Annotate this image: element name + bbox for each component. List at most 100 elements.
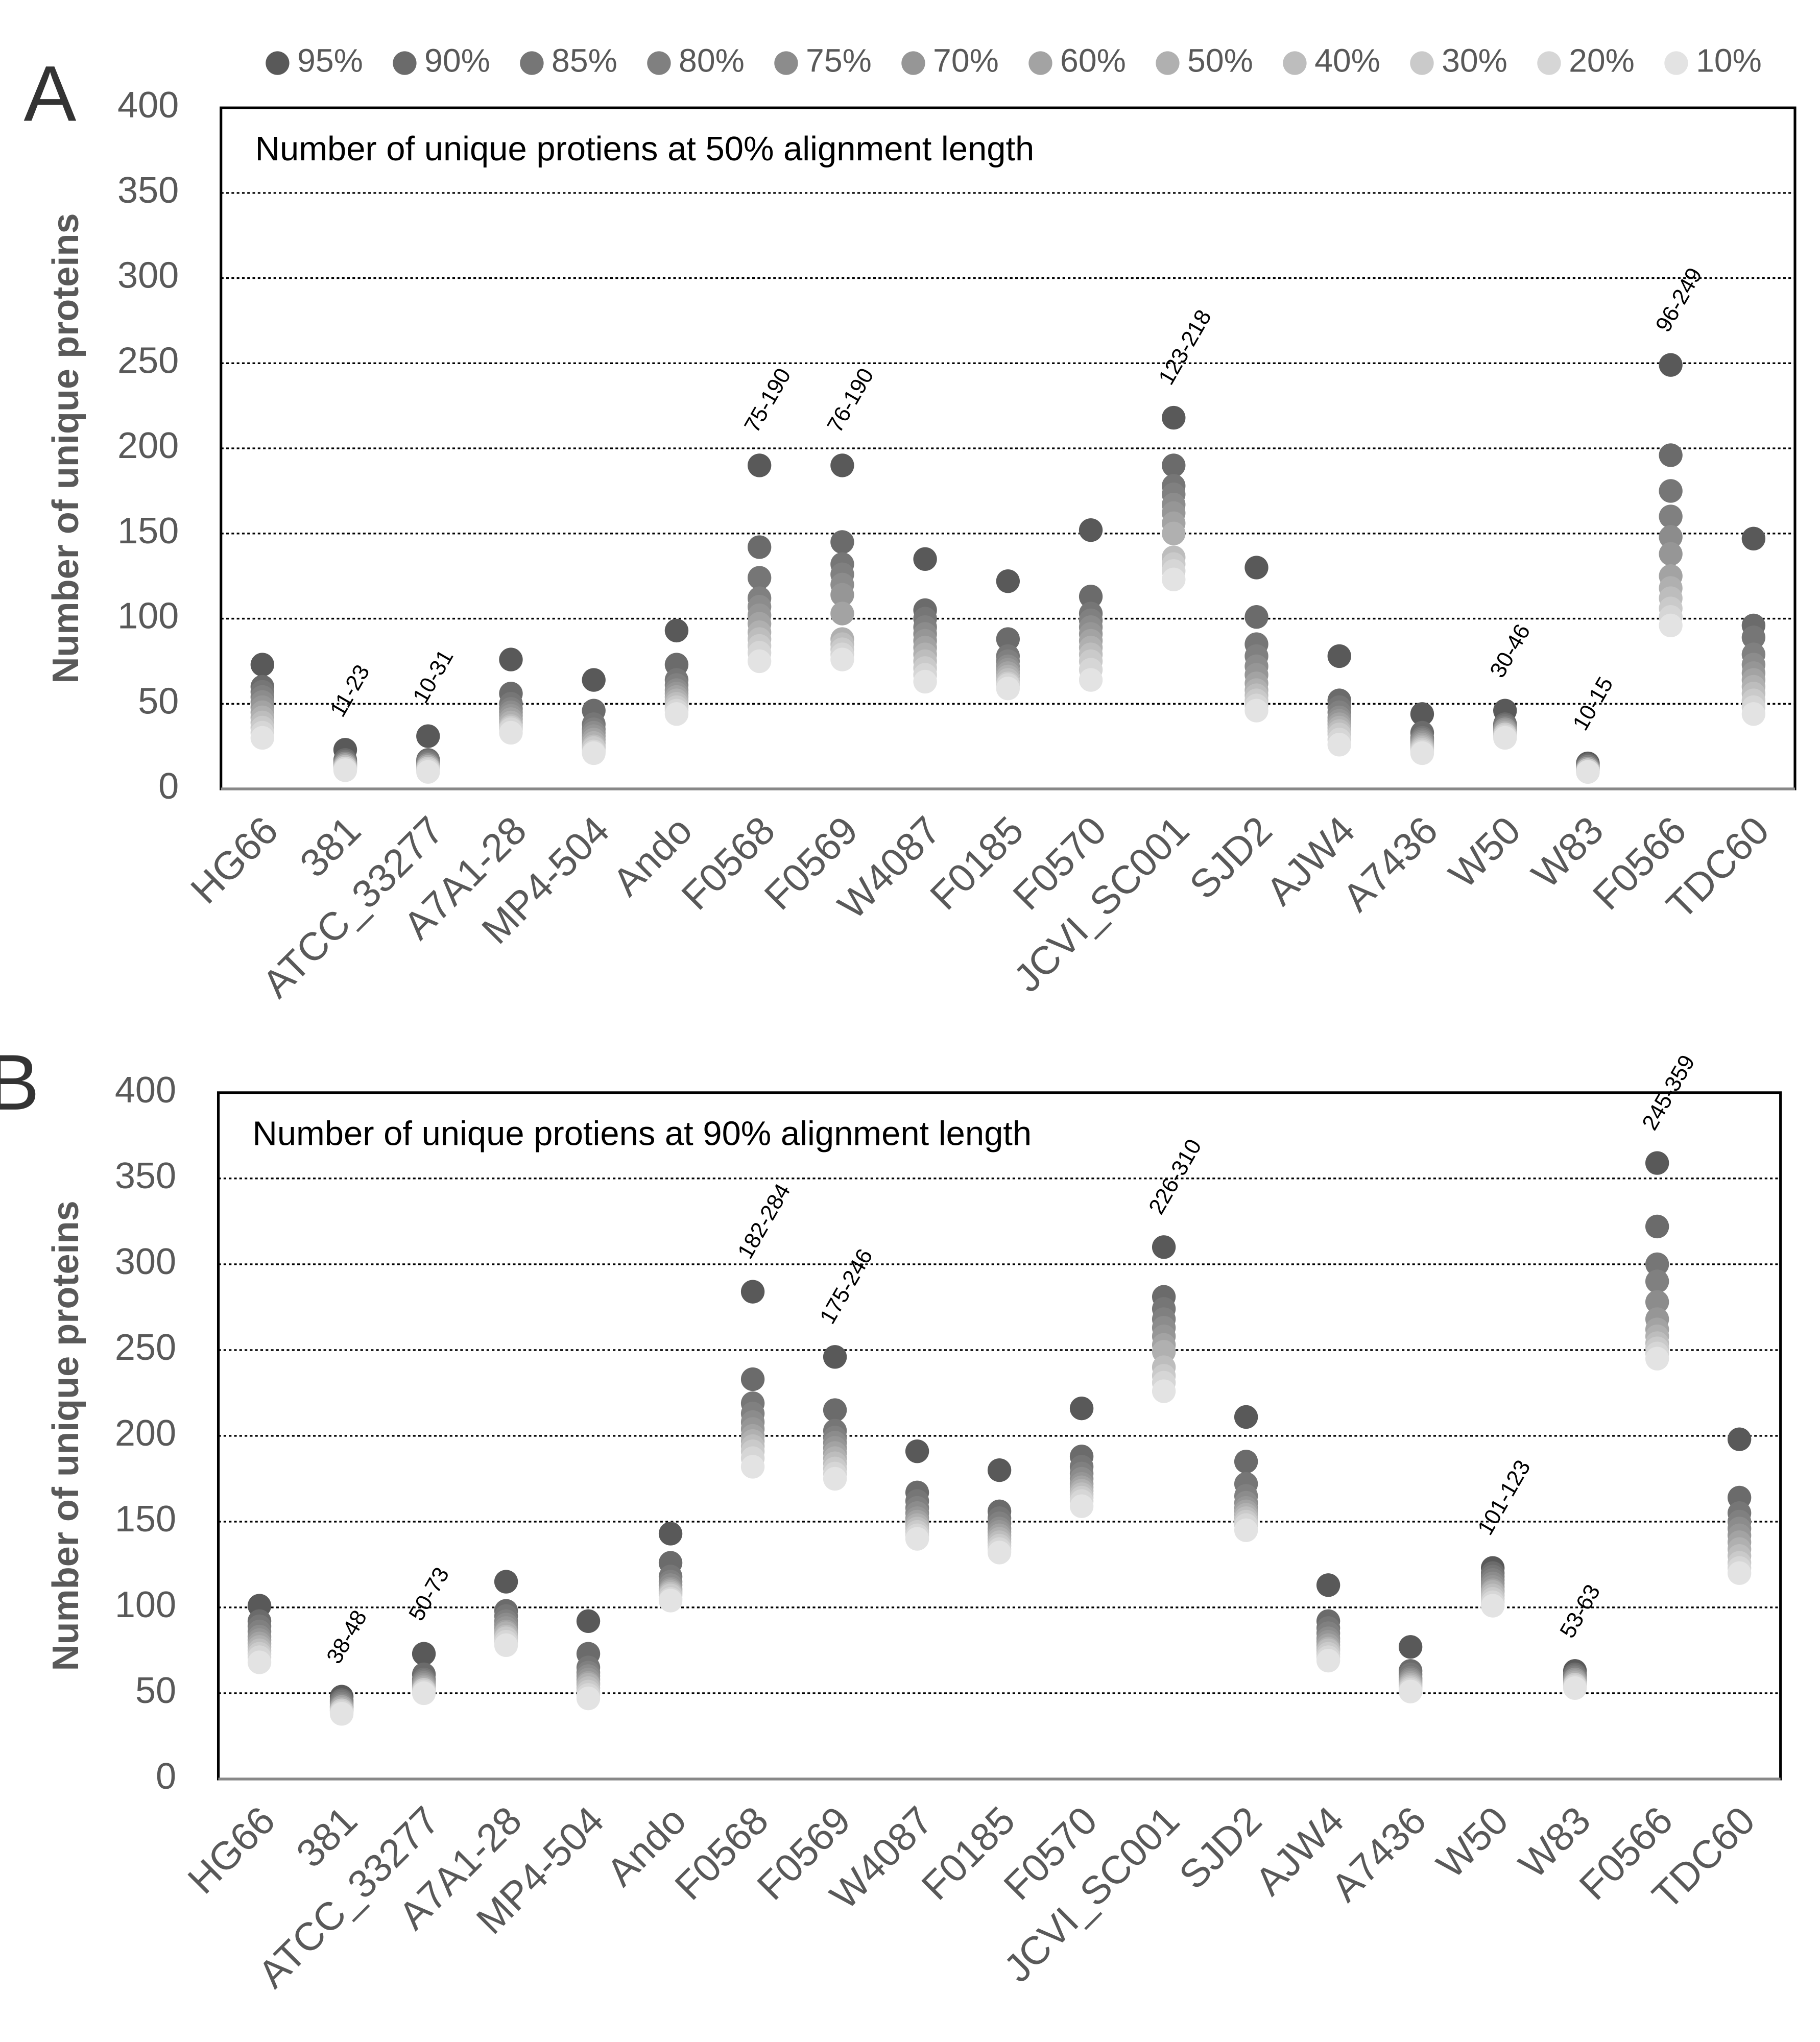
data-point [333,758,357,782]
data-point [658,1522,683,1546]
data-point [1398,1635,1423,1659]
legend-marker [774,51,798,75]
data-point [747,649,772,674]
y-tick-label: 300 [115,1241,176,1282]
data-point [905,1527,929,1551]
data-point [1152,1379,1176,1403]
y-tick-label: 0 [156,1756,176,1797]
data-point [996,569,1020,593]
data-point [494,1570,518,1594]
y-tick-label: 150 [117,511,179,551]
data-point [747,453,772,477]
data-point [1327,644,1351,668]
legend-label: 75% [806,42,872,79]
data-point [1244,605,1268,629]
legend-label: 40% [1314,42,1380,79]
data-point [1493,726,1517,750]
y-tick-label: 100 [117,596,179,637]
data-point [664,702,689,726]
y-tick-label: 200 [117,425,179,466]
data-point [499,720,523,745]
data-point [1410,741,1434,765]
y-tick-label: 50 [135,1670,176,1711]
data-point [412,1681,436,1705]
x-tick-label: SJD2 [1171,1798,1270,1897]
data-point [576,1609,601,1633]
data-point [913,547,937,571]
data-point [830,530,854,554]
data-point [823,1467,847,1491]
data-point [1079,668,1103,692]
data-point [823,1398,847,1422]
data-point [1659,353,1683,377]
legend-label: 70% [933,42,999,79]
data-point [740,1455,765,1479]
data-point [582,741,606,765]
range-label: 75-190 [739,364,796,437]
x-tick-label: SJD2 [1181,808,1280,907]
data-point [1327,733,1351,757]
data-point [996,627,1020,651]
data-point [1659,613,1683,638]
data-point [1645,1290,1669,1314]
range-label: 101-123 [1473,1456,1536,1540]
range-label: 123-218 [1154,305,1216,389]
data-point [1244,556,1268,580]
x-tick-label: A7436 [1334,808,1446,920]
data-point [1069,1396,1094,1421]
legend-marker [1283,51,1307,75]
legend-marker [393,51,417,75]
y-tick-label: 350 [117,170,179,211]
data-point [996,677,1020,701]
data-point [1069,1494,1094,1518]
legend-label: 60% [1060,42,1126,79]
data-point [416,760,440,784]
legend-label: 85% [552,42,617,79]
data-point [1234,1518,1258,1542]
data-point [1741,626,1766,650]
range-label: 30-46 [1485,620,1535,682]
data-point [830,583,854,607]
data-point [1659,542,1683,566]
data-point [1576,760,1600,784]
data-point [1741,702,1766,726]
range-label: 226-310 [1144,1135,1207,1218]
x-tick-label: W50 [1441,808,1529,897]
y-tick-label: 150 [115,1499,176,1540]
data-point [987,1541,1012,1565]
data-point [823,1345,847,1369]
legend-marker [1156,51,1180,75]
y-tick-label: 300 [117,255,179,296]
data-point [576,1686,601,1711]
y-tick-label: 350 [115,1156,176,1196]
range-label: 38-48 [322,1606,372,1668]
y-tick-label: 50 [138,681,179,722]
x-tick-label: F0568 [666,1798,777,1909]
data-point [1645,1151,1669,1175]
data-point [987,1458,1012,1482]
legend-label: 20% [1569,42,1635,79]
range-label: 11-23 [325,661,375,722]
data-point [1162,453,1186,477]
data-point [1316,1648,1340,1673]
y-tick-label: 250 [115,1327,176,1368]
data-point [1741,526,1766,550]
legend-label: 30% [1442,42,1507,79]
x-tick-label: HG66 [182,808,286,912]
range-label: 10-31 [408,645,458,707]
x-tick-label: W50 [1428,1798,1517,1887]
data-point [1162,405,1186,430]
range-label: 50-73 [404,1563,454,1625]
legend-label: 80% [679,42,745,79]
plot-title: Number of unique protiens at 90% alignme… [252,1115,1032,1153]
y-axis-title: Number of unique proteins [45,213,86,683]
legend-marker [1410,51,1434,75]
data-point [830,602,854,626]
y-tick-label: 400 [115,1070,176,1111]
data-point [1162,567,1186,592]
legend-label: 90% [424,42,490,79]
data-point [740,1367,765,1391]
x-tick-label: F0568 [674,808,784,919]
